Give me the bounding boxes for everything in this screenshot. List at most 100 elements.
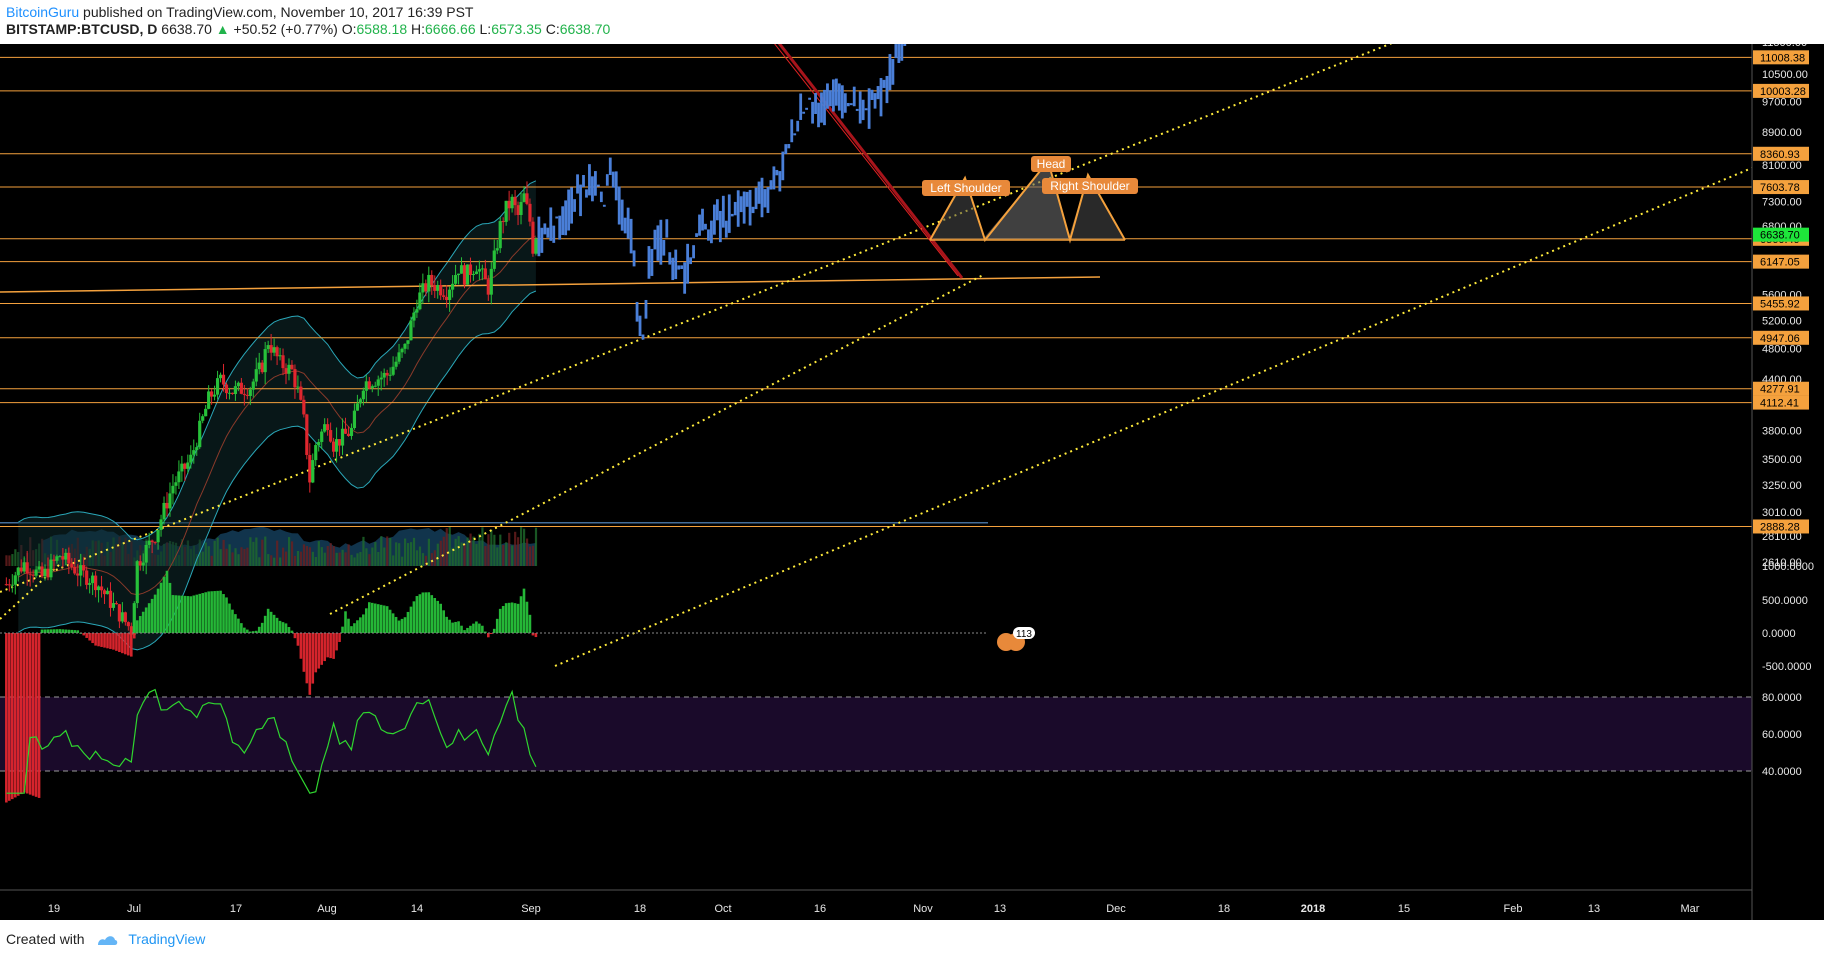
candle-body	[311, 460, 315, 483]
left-shoulder-label-box	[922, 180, 1010, 196]
candle-body	[337, 439, 342, 446]
price-tick-label: 4800.00	[1762, 343, 1802, 355]
volume-bar	[418, 546, 422, 566]
candle-body	[28, 573, 32, 575]
projection-bar	[576, 174, 579, 194]
low-label: L:	[479, 21, 492, 37]
volume-bar	[406, 543, 410, 566]
volume-bar	[261, 539, 264, 566]
projection-bar	[852, 86, 856, 107]
macd-bar	[391, 613, 395, 633]
publish-info: BitcoinGuru published on TradingView.com…	[6, 4, 473, 20]
candle-body	[343, 428, 348, 434]
tradingview-link[interactable]: TradingView	[128, 931, 206, 947]
volume-bar	[514, 531, 517, 566]
volume-bar	[398, 543, 401, 566]
open-label: O:	[341, 21, 357, 37]
chart-background	[0, 44, 1824, 920]
macd-bar	[362, 614, 365, 633]
volume-bar	[222, 539, 225, 566]
tradingview-logo-icon	[98, 936, 118, 946]
macd-bar	[400, 618, 404, 633]
volume-bar	[335, 552, 338, 566]
bollinger-bands	[18, 180, 537, 651]
volume-bar	[469, 533, 472, 566]
macd-bar	[379, 604, 383, 633]
candle-body	[290, 364, 294, 370]
volume-bar	[481, 527, 484, 566]
macd-bar	[460, 625, 463, 633]
candle-body	[141, 562, 145, 566]
macd-bar	[353, 623, 356, 633]
candle-body	[528, 203, 532, 222]
rsi-band	[0, 697, 1752, 771]
candle-body	[168, 493, 172, 509]
volume-bar	[436, 543, 439, 566]
projection-bar	[829, 90, 832, 107]
event-badge	[1013, 627, 1035, 639]
candle-body	[364, 381, 368, 391]
volume-bar	[421, 553, 425, 566]
candle-body	[70, 563, 74, 568]
level-price-box	[1753, 395, 1809, 410]
open-value: 6588.18	[356, 21, 408, 37]
macd-bar	[19, 633, 23, 795]
candle-body	[129, 626, 133, 635]
time-tick-label: 16	[814, 903, 826, 915]
macd-bar	[177, 595, 181, 633]
projection-bar	[733, 201, 737, 216]
candle-body	[37, 566, 41, 570]
candle-body	[424, 283, 428, 292]
macd-bar	[347, 618, 350, 633]
candle-body	[73, 567, 77, 574]
volume-bar	[457, 536, 460, 566]
low-value: 6573.35	[491, 21, 542, 37]
candle-body	[224, 384, 229, 394]
projection-bar	[903, 44, 907, 46]
price-tick-label: 8900.00	[1762, 127, 1802, 139]
candle-body	[352, 410, 357, 429]
volume-bar	[296, 551, 300, 566]
level-price-box	[1753, 146, 1809, 161]
candle-body	[40, 566, 44, 577]
time-tick-label: 2018	[1301, 903, 1325, 915]
projection-bar	[689, 257, 692, 265]
volume-bar	[466, 537, 469, 566]
projection-bar	[808, 97, 811, 100]
macd-bar	[147, 603, 151, 633]
macd-bar	[5, 633, 8, 803]
macd-bar	[210, 591, 213, 633]
volume-bar	[258, 557, 261, 566]
time-tick-label: Nov	[913, 903, 933, 915]
price-tick-label: 2810.00	[1762, 531, 1802, 543]
macd-bar	[192, 595, 196, 633]
macd-bar	[275, 617, 279, 633]
chart-canvas[interactable]: 11500.00 10500.00 9700.00 8900.00 8100.00 730…	[0, 44, 1824, 920]
time-tick-label: 19	[48, 903, 60, 915]
macd-bar	[180, 595, 184, 633]
projection-bar	[876, 86, 880, 100]
volume-bar	[362, 536, 365, 566]
projection-bar	[573, 199, 576, 212]
macd-bar	[103, 633, 106, 648]
projection-bar	[588, 164, 591, 196]
candle-body	[448, 289, 452, 301]
projection-bar	[900, 44, 904, 61]
projection-bar	[668, 252, 672, 265]
candle-body	[519, 201, 523, 215]
projection-bar	[704, 223, 707, 230]
volume-bar	[5, 555, 8, 566]
price-tick-label: 7300.00	[1762, 196, 1802, 208]
candle-body	[144, 544, 148, 563]
volume-bar	[525, 538, 529, 566]
candle-body	[400, 348, 404, 353]
macd-bar	[356, 620, 359, 633]
macd-bar	[70, 629, 74, 633]
projection-bar	[582, 175, 585, 188]
macd-bar	[451, 622, 454, 633]
projection-bar	[659, 219, 663, 265]
macd-tick-label: 500.0000	[1762, 595, 1808, 607]
candle-body	[25, 562, 29, 574]
author-link[interactable]: BitcoinGuru	[6, 4, 80, 20]
projection-bar	[585, 189, 588, 198]
